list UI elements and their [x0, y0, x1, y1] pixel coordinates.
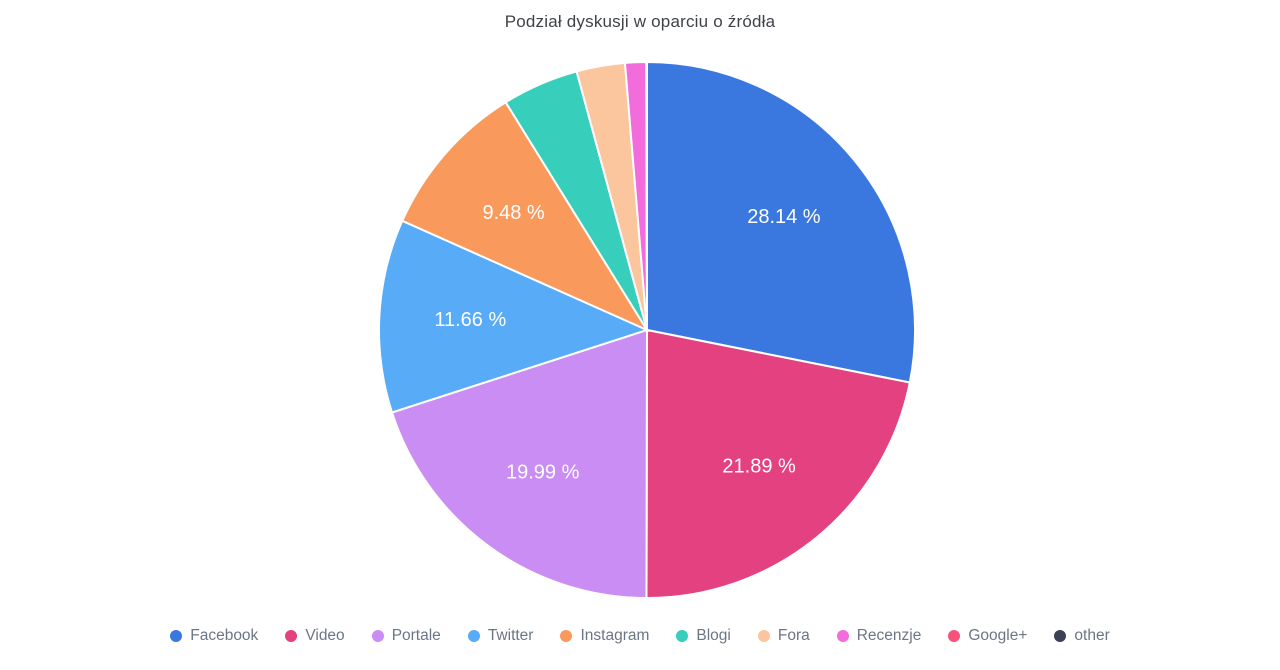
slice-label-instagram: 9.48 %: [482, 202, 544, 224]
legend-item-fora[interactable]: Fora: [757, 627, 810, 645]
legend-item-instagram[interactable]: Instagram: [560, 627, 649, 645]
chart-title: Podział dyskusji w oparciu o źródła: [504, 12, 776, 31]
legend-item-blogi[interactable]: Blogi: [676, 627, 731, 645]
legend-item-video[interactable]: Video: [285, 627, 345, 645]
legend-item-portale[interactable]: Portale: [371, 627, 441, 645]
legend-swatch-facebook: [170, 630, 183, 642]
pie-slice-twitter[interactable]: [378, 219, 650, 414]
slice-label-twitter: 11.66 %: [434, 309, 506, 331]
legend-label-blogi: Blogi: [696, 627, 731, 644]
legend-label-instagram: Instagram: [580, 627, 650, 644]
legend-swatch-twitter: [467, 630, 480, 642]
legend-swatch-google: [948, 630, 961, 642]
pie-slice-facebook[interactable]: [646, 60, 916, 384]
legend-item-google[interactable]: Google+: [948, 627, 1027, 645]
legend-label-video: Video: [305, 627, 345, 644]
legend-swatch-portale: [371, 630, 384, 642]
slice-label-video: 21.89 %: [722, 455, 796, 477]
legend-label-other: other: [1074, 627, 1110, 644]
legend-item-twitter[interactable]: Twitter: [467, 627, 534, 645]
pie-slice-video[interactable]: [645, 328, 911, 600]
legend-label-facebook: Facebook: [190, 627, 259, 644]
slice-label-facebook: 28.14 %: [747, 206, 821, 228]
legend-item-other[interactable]: other: [1054, 627, 1110, 645]
legend-item-recenzje[interactable]: Recenzje: [836, 627, 922, 645]
legend-label-google: Google+: [968, 627, 1028, 644]
legend-label-portale: Portale: [391, 627, 441, 644]
pie-slice-instagram[interactable]: [400, 100, 650, 333]
legend-swatch-instagram: [560, 630, 573, 642]
chart-legend: Facebook Video Portale Twitter Instagram Blog…: [0, 621, 1280, 651]
legend-swatch-other: [1054, 630, 1067, 642]
slice-label-portale: 19.99 %: [506, 461, 580, 483]
legend-swatch-video: [285, 630, 298, 642]
legend-item-facebook[interactable]: Facebook: [170, 627, 258, 645]
legend-label-twitter: Twitter: [487, 627, 534, 644]
legend-swatch-fora: [757, 630, 770, 642]
legend-swatch-blogi: [676, 630, 689, 642]
legend-label-fora: Fora: [777, 627, 810, 644]
legend-swatch-recenzje: [836, 630, 849, 642]
pie-slice-portale[interactable]: [390, 328, 649, 600]
legend-label-recenzje: Recenzje: [856, 627, 922, 644]
